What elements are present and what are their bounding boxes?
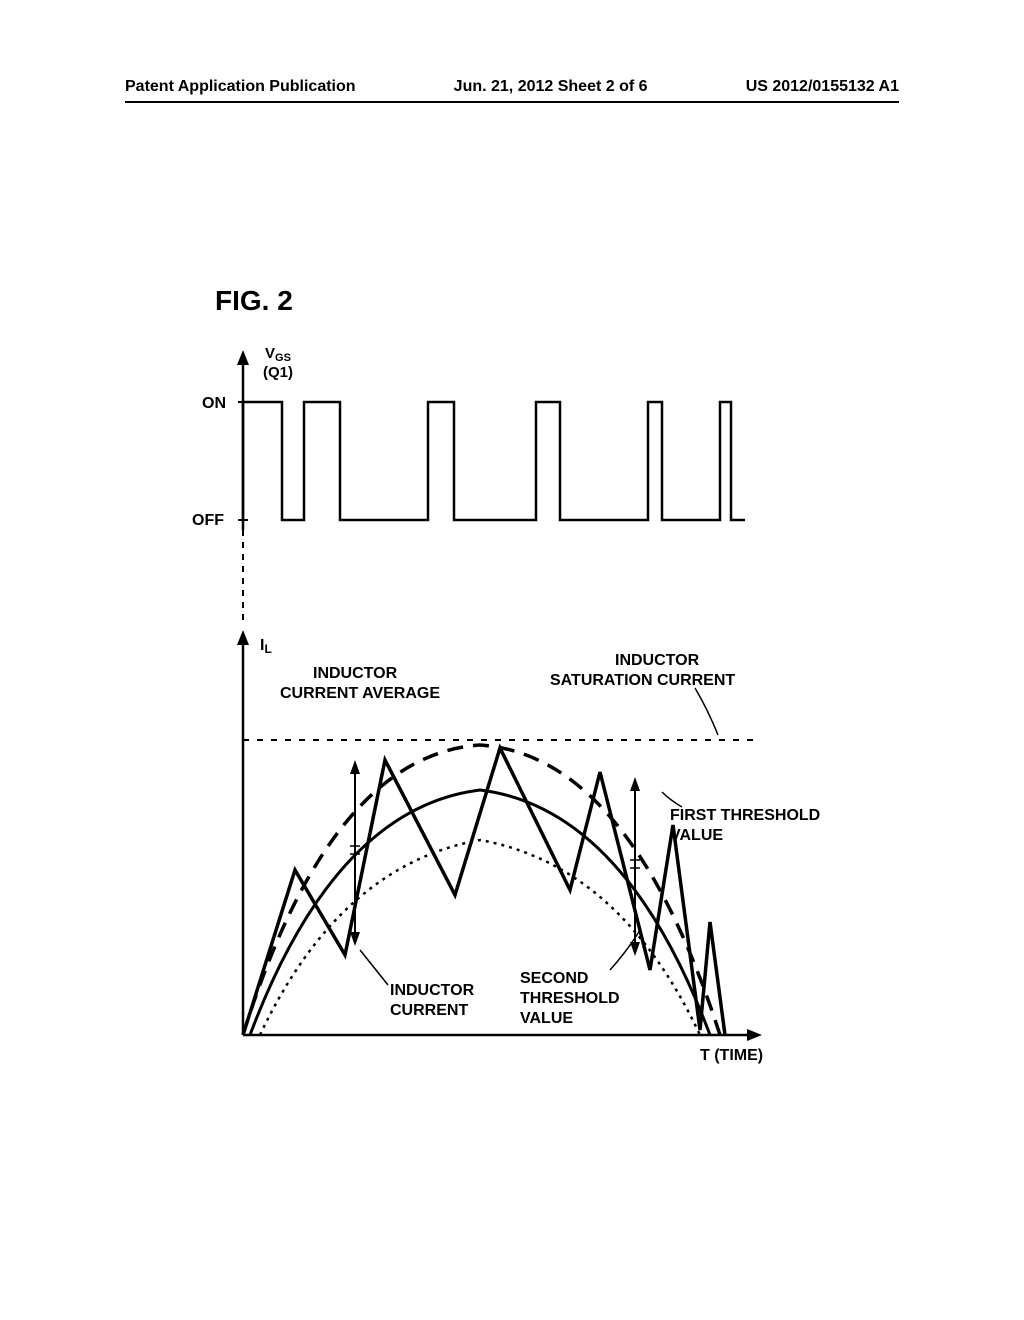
- first-threshold-label-1: FIRST THRESHOLD: [670, 807, 820, 824]
- time-axis-label: T (TIME): [700, 1047, 763, 1064]
- second-threshold-label-3: VALUE: [520, 1010, 573, 1027]
- header-right: US 2012/0155132 A1: [746, 78, 899, 96]
- second-threshold-label-2: THRESHOLD: [520, 990, 620, 1007]
- inductor-current-label-2: CURRENT: [390, 1002, 468, 1019]
- inductor-current-label-1: INDUCTOR: [390, 982, 475, 999]
- on-label: ON: [202, 395, 226, 412]
- saturation-label-1: INDUCTOR: [615, 652, 700, 669]
- pulse-waveform: [243, 402, 745, 520]
- first-threshold-label-2: VALUE: [670, 827, 723, 844]
- vgs-label: VGS: [265, 345, 291, 364]
- inductor-current-average-label-2: CURRENT AVERAGE: [280, 685, 440, 702]
- inductor-current-leader: [360, 950, 388, 985]
- inductor-current-average-label-1: INDUCTOR: [313, 665, 398, 682]
- q1-label: (Q1): [263, 364, 293, 381]
- il-label: IL: [260, 637, 272, 656]
- first-threshold-leader: [662, 792, 682, 807]
- second-threshold-label-1: SECOND: [520, 970, 588, 987]
- header-center: Jun. 21, 2012 Sheet 2 of 6: [454, 78, 648, 96]
- saturation-label-2: SATURATION CURRENT: [550, 672, 735, 689]
- off-label: OFF: [192, 512, 224, 529]
- page-header: Patent Application Publication Jun. 21, …: [125, 78, 899, 103]
- figure-label: FIG. 2: [215, 285, 293, 317]
- figure-diagram: VGS (Q1) ON OFF IL T (TIME): [180, 330, 830, 1090]
- header-left: Patent Application Publication: [125, 78, 356, 96]
- first-threshold-curve: [243, 745, 720, 1035]
- saturation-leader: [695, 688, 718, 735]
